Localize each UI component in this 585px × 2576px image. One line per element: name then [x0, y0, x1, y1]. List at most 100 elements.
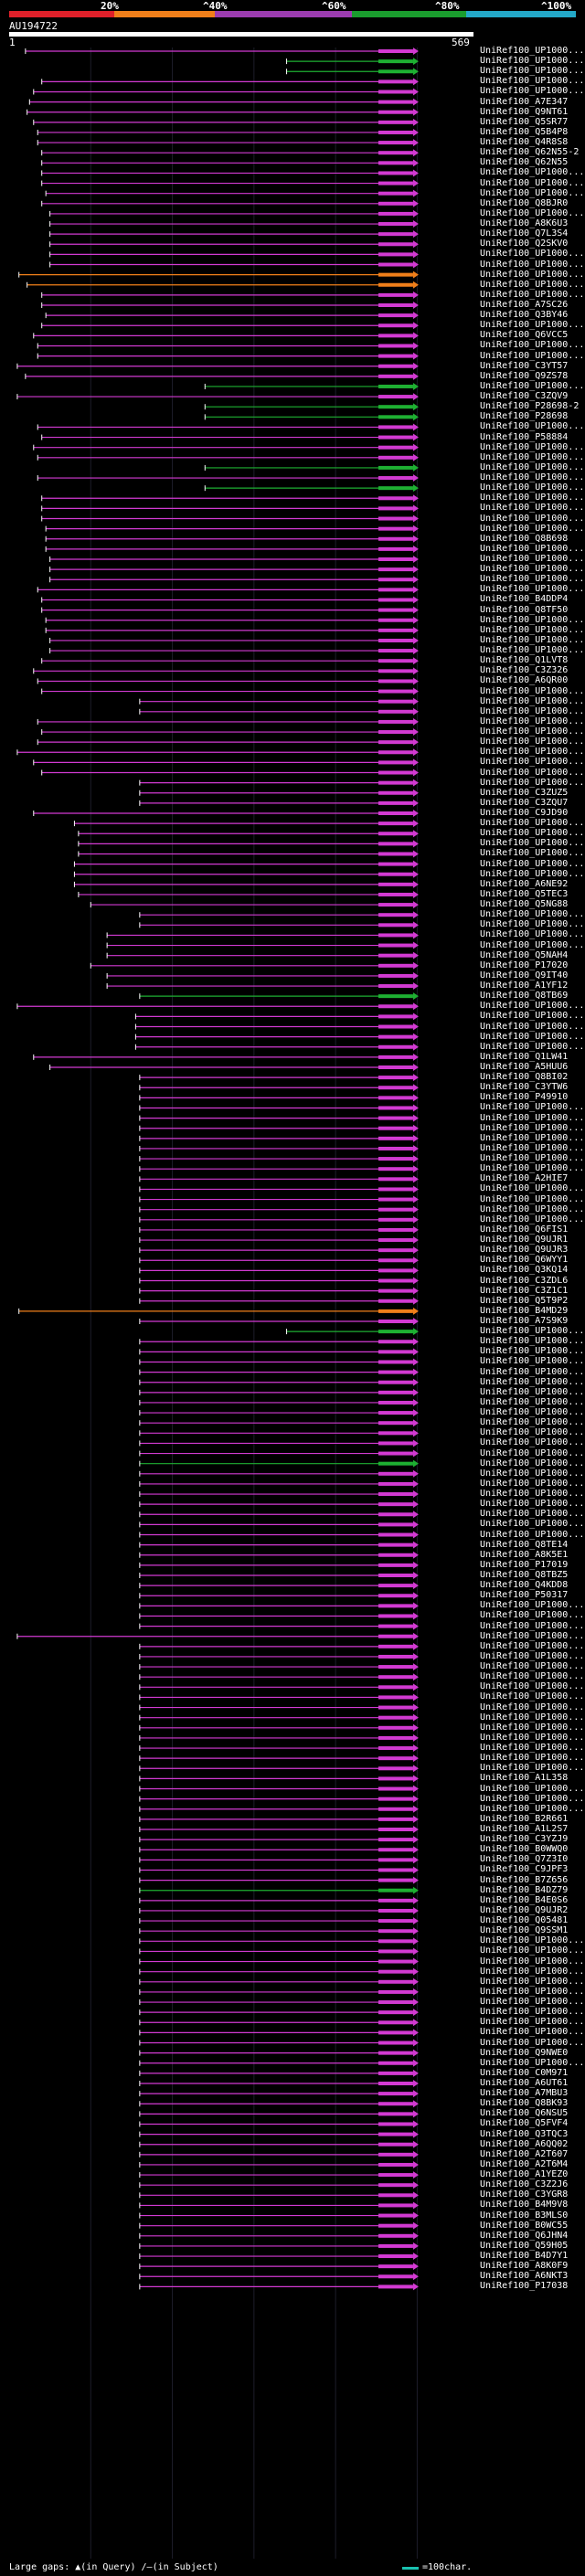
hit-label[interactable]: UniRef100_A8K6U3 [480, 218, 569, 229]
hit-label[interactable]: UniRef100_Q9UJR3 [480, 1245, 569, 1256]
hit-label[interactable]: UniRef100_A7E347 [480, 96, 569, 107]
hit-label[interactable]: UniRef100_UP1000... [480, 1650, 585, 1661]
hit-label[interactable]: UniRef100_UP1000... [480, 543, 585, 554]
hit-label[interactable]: UniRef100_P49910 [480, 1092, 569, 1103]
hit-label[interactable]: UniRef100_P50317 [480, 1590, 569, 1601]
hit-label[interactable]: UniRef100_UP1000... [480, 461, 585, 472]
hit-label[interactable]: UniRef100_A6UT61 [480, 2078, 569, 2088]
hit-label[interactable]: UniRef100_C3YZJ9 [480, 1834, 569, 1845]
hit-label[interactable]: UniRef100_UP1000... [480, 1986, 585, 1997]
hit-label[interactable]: UniRef100_UP1000... [480, 1203, 585, 1214]
hit-label[interactable]: UniRef100_UP1000... [480, 584, 585, 595]
hit-label[interactable]: UniRef100_UP1000... [480, 66, 585, 77]
hit-label[interactable]: UniRef100_UP1000... [480, 86, 585, 97]
hit-label[interactable]: UniRef100_UP1000... [480, 2007, 585, 2018]
hit-label[interactable]: UniRef100_Q6WYY1 [480, 1255, 569, 1266]
hit-label[interactable]: UniRef100_A2T6M4 [480, 2158, 569, 2169]
hit-label[interactable]: UniRef100_UP1000... [480, 320, 585, 331]
hit-label[interactable]: UniRef100_Q9NT61 [480, 106, 569, 117]
hit-label[interactable]: UniRef100_UP1000... [480, 482, 585, 493]
hit-label[interactable]: UniRef100_UP1000... [480, 1193, 585, 1204]
hit-label[interactable]: UniRef100_B0WC55 [480, 2220, 569, 2231]
hit-label[interactable]: UniRef100_UP1000... [480, 1732, 585, 1743]
hit-label[interactable]: UniRef100_UP1000... [480, 1458, 585, 1468]
hit-label[interactable]: UniRef100_Q9UJR1 [480, 1235, 569, 1246]
hit-label[interactable]: UniRef100_UP1000... [480, 1417, 585, 1428]
hit-label[interactable]: UniRef100_A1YF12 [480, 981, 569, 991]
hit-label[interactable]: UniRef100_C3YGR8 [480, 2189, 569, 2200]
hit-label[interactable]: UniRef100_UP1000... [480, 1396, 585, 1407]
hit-label[interactable]: UniRef100_UP1000... [480, 1956, 585, 1966]
hit-label[interactable]: UniRef100_A2HIE7 [480, 1173, 569, 1184]
hit-label[interactable]: UniRef100_UP1000... [480, 1743, 585, 1754]
hit-label[interactable]: UniRef100_P58884 [480, 431, 569, 442]
hit-label[interactable]: UniRef100_UP1000... [480, 177, 585, 188]
hit-label[interactable]: UniRef100_UP1000... [480, 1112, 585, 1123]
hit-label[interactable]: UniRef100_UP1000... [480, 1519, 585, 1530]
hit-label[interactable]: UniRef100_UP1000... [480, 46, 585, 56]
hit-label[interactable]: UniRef100_UP1000... [480, 1701, 585, 1712]
hit-label[interactable]: UniRef100_UP1000... [480, 380, 585, 391]
hit-label[interactable]: UniRef100_Q8B698 [480, 533, 569, 544]
hit-label[interactable]: UniRef100_UP1000... [480, 421, 585, 432]
hit-label[interactable]: UniRef100_UP1000... [480, 1763, 585, 1774]
hit-label[interactable]: UniRef100_UP1000... [480, 1966, 585, 1977]
hit-label[interactable]: UniRef100_UP1000... [480, 76, 585, 87]
hit-label[interactable]: UniRef100_UP1000... [480, 1356, 585, 1367]
hit-label[interactable]: UniRef100_B4DDP4 [480, 594, 569, 605]
hit-label[interactable]: UniRef100_UP1000... [480, 1681, 585, 1692]
hit-label[interactable]: UniRef100_UP1000... [480, 493, 585, 504]
hit-label[interactable]: UniRef100_UP1000... [480, 554, 585, 564]
hit-label[interactable]: UniRef100_UP1000... [480, 737, 585, 747]
hit-label[interactable]: UniRef100_B4M9V8 [480, 2200, 569, 2210]
hit-label[interactable]: UniRef100_Q5TEC3 [480, 888, 569, 899]
hit-label[interactable]: UniRef100_Q59H05 [480, 2240, 569, 2251]
hit-label[interactable]: UniRef100_Q8BK93 [480, 2098, 569, 2109]
hit-label[interactable]: UniRef100_C3ZQV9 [480, 391, 569, 402]
hit-label[interactable]: UniRef100_Q6VCC5 [480, 330, 569, 341]
hit-label[interactable]: UniRef100_A1L358 [480, 1773, 569, 1784]
hit-label[interactable]: UniRef100_UP1000... [480, 818, 585, 829]
hit-label[interactable]: UniRef100_A6QQ02 [480, 2138, 569, 2149]
hit-label[interactable]: UniRef100_UP1000... [480, 1011, 585, 1022]
hit-label[interactable]: UniRef100_UP1000... [480, 249, 585, 260]
hit-label[interactable]: UniRef100_UP1000... [480, 685, 585, 696]
hit-label[interactable]: UniRef100_UP1000... [480, 1976, 585, 1987]
hit-label[interactable]: UniRef100_A8K5E1 [480, 1549, 569, 1560]
hit-label[interactable]: UniRef100_B4D7Y1 [480, 2251, 569, 2262]
hit-label[interactable]: UniRef100_UP1000... [480, 1214, 585, 1224]
hit-label[interactable]: UniRef100_B2R661 [480, 1813, 569, 1824]
hit-label[interactable]: UniRef100_Q3BY46 [480, 310, 569, 321]
hit-label[interactable]: UniRef100_UP1000... [480, 1529, 585, 1540]
hit-label[interactable]: UniRef100_UP1000... [480, 1163, 585, 1174]
hit-label[interactable]: UniRef100_UP1000... [480, 1997, 585, 2008]
hit-label[interactable]: UniRef100_UP1000... [480, 1122, 585, 1133]
hit-label[interactable]: UniRef100_UP1000... [480, 716, 585, 726]
hit-label[interactable]: UniRef100_Q5B4P8 [480, 126, 569, 137]
hit-label[interactable]: UniRef100_UP1000... [480, 187, 585, 198]
hit-label[interactable]: UniRef100_UP1000... [480, 1183, 585, 1194]
hit-label[interactable]: UniRef100_UP1000... [480, 1691, 585, 1702]
hit-label[interactable]: UniRef100_C3YTW6 [480, 1082, 569, 1093]
hit-label[interactable]: UniRef100_UP1000... [480, 1132, 585, 1143]
hit-label[interactable]: UniRef100_UP1000... [480, 1712, 585, 1723]
hit-label[interactable]: UniRef100_UP1000... [480, 279, 585, 290]
hit-label[interactable]: UniRef100_UP1000... [480, 848, 585, 859]
hit-label[interactable]: UniRef100_UP1000... [480, 868, 585, 879]
hit-label[interactable]: UniRef100_Q4KDD8 [480, 1580, 569, 1591]
hit-label[interactable]: UniRef100_UP1000... [480, 909, 585, 920]
hit-label[interactable]: UniRef100_UP1000... [480, 1945, 585, 1956]
hit-label[interactable]: UniRef100_Q3KQ14 [480, 1265, 569, 1276]
hit-label[interactable]: UniRef100_Q05481 [480, 1915, 569, 1926]
hit-label[interactable]: UniRef100_UP1000... [480, 269, 585, 280]
hit-label[interactable]: UniRef100_B4E0S6 [480, 1894, 569, 1905]
hit-label[interactable]: UniRef100_UP1000... [480, 259, 585, 270]
hit-label[interactable]: UniRef100_UP1000... [480, 1437, 585, 1448]
hit-label[interactable]: UniRef100_P28698-2 [480, 401, 580, 412]
hit-label[interactable]: UniRef100_C3Z326 [480, 665, 569, 676]
hit-label[interactable]: UniRef100_B7Z656 [480, 1874, 569, 1885]
hit-label[interactable]: UniRef100_Q3TQC3 [480, 2128, 569, 2139]
hit-label[interactable]: UniRef100_UP1000... [480, 340, 585, 351]
hit-label[interactable]: UniRef100_Q9NWE0 [480, 2047, 569, 2058]
hit-label[interactable]: UniRef100_UP1000... [480, 1021, 585, 1032]
